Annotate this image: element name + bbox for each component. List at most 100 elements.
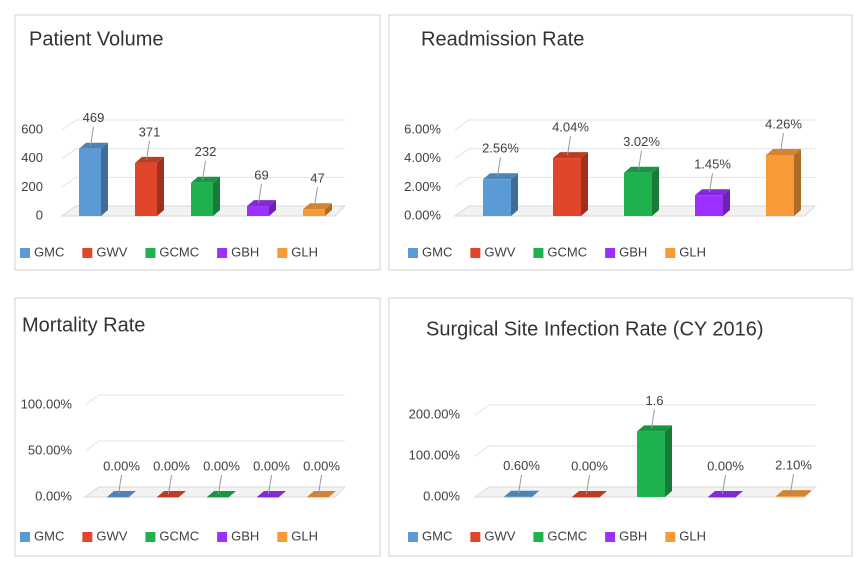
legend-label: GMC: [422, 244, 452, 259]
bar: [107, 497, 129, 498]
panel: [388, 297, 853, 557]
bar-side: [325, 203, 332, 216]
data-label: 0.00%: [203, 458, 240, 473]
data-label: 3.02%: [623, 134, 660, 149]
y-tick-label: 100.00%: [21, 396, 73, 411]
leader-line: [567, 136, 571, 156]
legend-swatch: [82, 248, 93, 258]
legend-swatch: [145, 532, 156, 542]
bar: [191, 182, 213, 216]
data-label: 0.00%: [303, 458, 340, 473]
legend-swatch: [217, 248, 228, 258]
data-label: 2.56%: [482, 141, 519, 156]
leader-line: [318, 474, 322, 495]
legend-label: GBH: [619, 244, 647, 259]
bar-top: [135, 156, 164, 163]
bar-top: [257, 491, 286, 497]
leader-line: [146, 140, 150, 160]
bar-top: [572, 491, 607, 497]
data-label: 4.04%: [552, 120, 589, 135]
chart-title: Surgical Site Infection Rate (CY 2016): [426, 318, 764, 340]
grid-line: [454, 176, 815, 188]
bar-side: [665, 425, 672, 497]
bar-side: [101, 142, 108, 216]
bar: [776, 496, 804, 497]
y-tick-label: 0.00%: [404, 207, 441, 222]
leader-line: [268, 474, 272, 495]
bar: [504, 496, 532, 498]
leader-line: [497, 157, 501, 177]
leader-line: [780, 132, 784, 153]
legend-label: GBH: [231, 528, 259, 543]
legend-label: GLH: [679, 244, 706, 259]
legend-label: GCMC: [547, 244, 587, 259]
bar: [157, 497, 179, 498]
bar-top: [79, 142, 108, 149]
legend-swatch: [605, 532, 616, 542]
panel: [388, 14, 853, 271]
bar-side: [269, 200, 276, 216]
bar-top: [624, 166, 659, 173]
y-tick-label: 100.00%: [409, 447, 461, 462]
y-tick-label: 4.00%: [404, 150, 441, 165]
data-label: 0.00%: [253, 458, 290, 473]
legend-label: GCMC: [547, 528, 587, 543]
bar-side: [794, 148, 801, 216]
bar: [695, 195, 723, 216]
bar: [483, 179, 511, 216]
legend-swatch: [217, 532, 228, 542]
y-tick-label: 400: [21, 150, 43, 165]
bar-top: [695, 189, 730, 196]
leader-line: [586, 474, 590, 495]
bar-top: [247, 200, 276, 207]
y-tick-label: 0: [36, 207, 43, 222]
grid-line: [61, 148, 345, 160]
leader-line: [709, 173, 713, 193]
bar-top: [776, 490, 811, 497]
bar-side: [511, 173, 518, 216]
legend-label: GWV: [484, 528, 515, 543]
legend-label: GWV: [484, 244, 515, 259]
legend-swatch: [470, 532, 481, 542]
legend-swatch: [20, 532, 30, 542]
bar: [766, 154, 794, 216]
data-label: 232: [195, 144, 217, 159]
bar-top: [207, 491, 236, 497]
legend-label: GLH: [679, 528, 706, 543]
bar-side: [723, 189, 730, 216]
grid-line: [61, 176, 345, 188]
data-label: 0.00%: [103, 458, 140, 473]
chart-title: Mortality Rate: [22, 314, 145, 336]
bar: [247, 206, 269, 216]
data-label: 0.60%: [503, 458, 540, 473]
bar-side: [581, 152, 588, 216]
bar: [257, 497, 279, 498]
legend-label: GCMC: [159, 244, 199, 259]
legend-swatch: [408, 532, 418, 542]
leader-line: [722, 474, 726, 495]
data-label: 47: [310, 171, 324, 186]
legend-swatch: [533, 532, 544, 542]
legend-label: GLH: [291, 528, 318, 543]
leader-line: [168, 474, 172, 495]
chart-title: Patient Volume: [29, 28, 164, 50]
legend-swatch: [145, 248, 156, 258]
bar-top: [766, 148, 801, 155]
data-label: 1.45%: [694, 157, 731, 172]
y-tick-label: 50.00%: [28, 442, 73, 457]
leader-line: [118, 474, 122, 495]
bar-top: [553, 152, 588, 159]
leader-line: [790, 474, 794, 494]
bar-side: [804, 490, 811, 497]
y-tick-label: 2.00%: [404, 179, 441, 194]
bar: [624, 172, 652, 216]
data-label: 371: [139, 124, 161, 139]
legend-swatch: [82, 532, 93, 542]
legend-swatch: [605, 248, 616, 258]
bar-top: [637, 425, 672, 432]
leader-line: [258, 184, 262, 204]
legend-label: GBH: [231, 244, 259, 259]
legend-label: GBH: [619, 528, 647, 543]
